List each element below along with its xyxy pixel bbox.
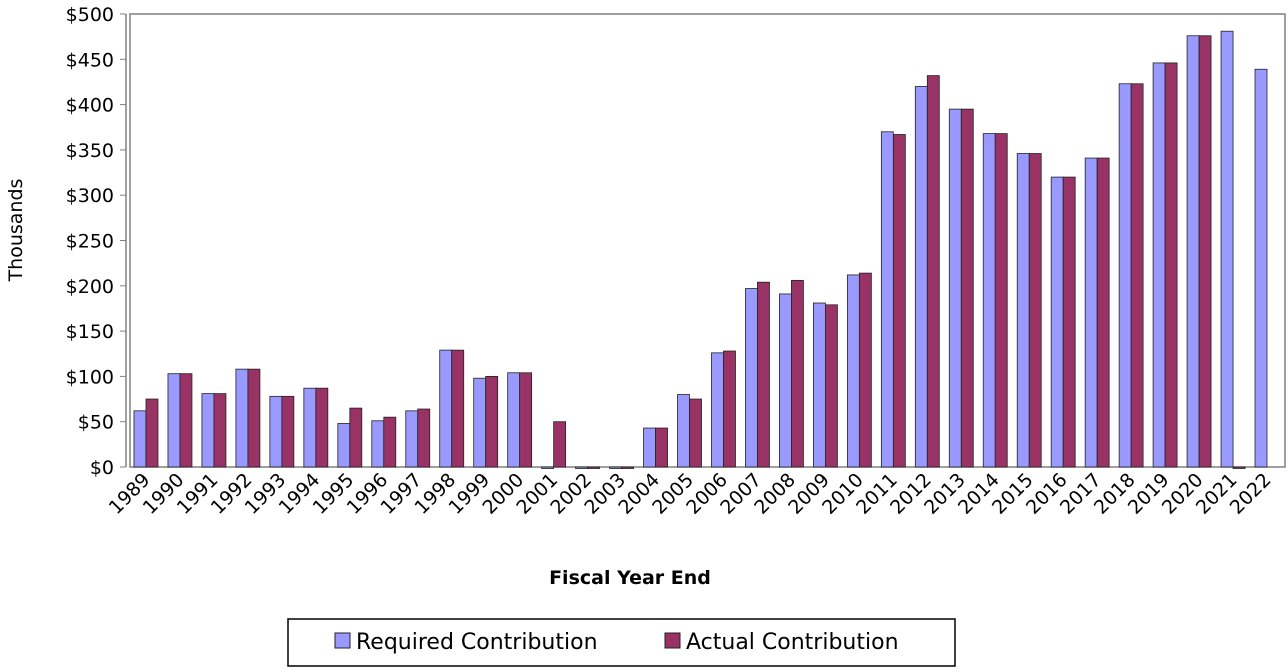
bar [439, 349, 453, 468]
bar [371, 420, 385, 468]
bar [621, 466, 634, 469]
bar [519, 372, 533, 468]
bar [779, 293, 792, 468]
y-tick-label: $300 [66, 185, 114, 207]
plot-frame [129, 13, 1286, 468]
legend-label: Required Contribution [356, 630, 598, 655]
bar [133, 410, 147, 468]
bar [880, 131, 894, 468]
bar [541, 466, 555, 469]
bar [405, 410, 419, 468]
bar [303, 387, 317, 468]
y-tick-label: $200 [66, 276, 114, 298]
bar [1152, 62, 1166, 468]
bar [1220, 30, 1234, 468]
bar [315, 387, 329, 468]
bar [201, 393, 215, 468]
bar [711, 352, 724, 468]
legend-box [287, 618, 956, 667]
bar [745, 288, 758, 468]
bar [507, 372, 521, 468]
legend-swatch [664, 632, 681, 649]
bar [1254, 68, 1268, 468]
bar [247, 368, 261, 468]
bar [892, 134, 906, 468]
x-axis-title: Fiscal Year End [549, 567, 711, 589]
y-axis-title: Thousands [5, 179, 27, 283]
bar [1232, 466, 1246, 469]
y-tick-label: $150 [66, 321, 114, 343]
bar [655, 427, 668, 468]
bar [948, 108, 962, 468]
bar [926, 75, 940, 468]
bar [1062, 176, 1076, 468]
bar [1016, 153, 1030, 468]
bar [846, 274, 860, 468]
bar [485, 375, 499, 468]
bar [269, 395, 283, 468]
bar [417, 408, 431, 468]
bar [677, 394, 690, 468]
bar [587, 466, 601, 469]
bar [213, 393, 227, 468]
bar [179, 373, 193, 468]
y-tick-label: $450 [66, 49, 114, 71]
bar [281, 395, 295, 468]
bar [337, 423, 351, 468]
bar [1050, 176, 1064, 468]
bar [167, 373, 181, 468]
bar [812, 302, 826, 468]
legend-label: Actual Contribution [686, 630, 899, 655]
bar [1164, 62, 1178, 468]
bar [1096, 157, 1110, 468]
y-tick-label: $50 [78, 412, 114, 434]
bar [689, 398, 702, 468]
bar [383, 416, 397, 468]
bar [791, 279, 804, 468]
bar [575, 466, 589, 469]
bar [643, 427, 656, 468]
bar [1028, 153, 1042, 468]
bar [757, 281, 770, 468]
bar [349, 407, 363, 468]
y-tick-label: $350 [66, 140, 114, 162]
bar [982, 133, 996, 468]
bar [858, 272, 872, 468]
bar [609, 466, 622, 469]
bar [553, 421, 567, 468]
bar [960, 108, 974, 468]
bar [1186, 35, 1200, 468]
bar [994, 133, 1008, 468]
bar [723, 350, 736, 468]
bar [1130, 83, 1144, 468]
y-tick-label: $400 [66, 95, 114, 117]
y-tick-label: $500 [66, 4, 114, 26]
bar [145, 398, 159, 468]
bar [914, 86, 928, 468]
y-tick-label: $100 [66, 366, 114, 388]
bar [1084, 157, 1098, 468]
bar [824, 304, 838, 468]
y-tick-label: $250 [66, 231, 114, 253]
bar [473, 377, 487, 468]
legend-swatch [334, 632, 351, 649]
bar [1198, 35, 1212, 468]
y-tick-label: $0 [90, 457, 114, 479]
bar [1118, 83, 1132, 468]
bar [235, 368, 249, 468]
bar [451, 349, 465, 468]
